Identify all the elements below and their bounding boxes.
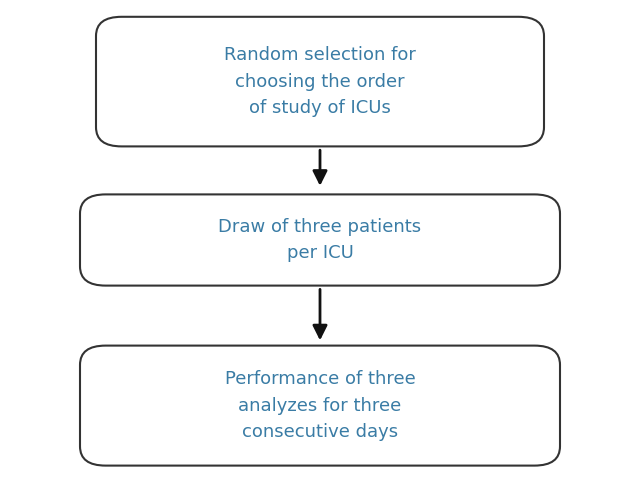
Text: Random selection for
choosing the order
of study of ICUs: Random selection for choosing the order … [224,46,416,117]
FancyBboxPatch shape [80,194,560,286]
Text: Performance of three
analyzes for three
consecutive days: Performance of three analyzes for three … [225,370,415,441]
Text: Draw of three patients
per ICU: Draw of three patients per ICU [218,218,422,262]
FancyBboxPatch shape [96,17,544,146]
FancyBboxPatch shape [80,346,560,466]
